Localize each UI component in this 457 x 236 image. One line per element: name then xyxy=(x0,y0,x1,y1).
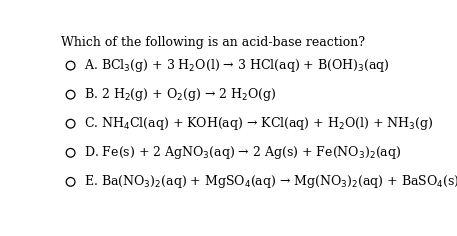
Text: Which of the following is an acid-base reaction?: Which of the following is an acid-base r… xyxy=(61,37,366,50)
Text: E. Ba(NO$_3$)$_2$(aq) + MgSO$_4$(aq) → Mg(NO$_3$)$_2$(aq) + BaSO$_4$(s): E. Ba(NO$_3$)$_2$(aq) + MgSO$_4$(aq) → M… xyxy=(84,173,457,190)
Text: D. Fe(s) + 2 AgNO$_3$(aq) → 2 Ag(s) + Fe(NO$_3$)$_2$(aq): D. Fe(s) + 2 AgNO$_3$(aq) → 2 Ag(s) + Fe… xyxy=(84,144,401,161)
Text: C. NH$_4$Cl(aq) + KOH(aq) → KCl(aq) + H$_2$O(l) + NH$_3$(g): C. NH$_4$Cl(aq) + KOH(aq) → KCl(aq) + H$… xyxy=(84,115,433,132)
Text: B. 2 H$_2$(g) + O$_2$(g) → 2 H$_2$O(g): B. 2 H$_2$(g) + O$_2$(g) → 2 H$_2$O(g) xyxy=(84,86,276,103)
Text: A. BCl$_3$(g) + 3 H$_2$O(l) → 3 HCl(aq) + B(OH)$_3$(aq): A. BCl$_3$(g) + 3 H$_2$O(l) → 3 HCl(aq) … xyxy=(84,57,389,74)
